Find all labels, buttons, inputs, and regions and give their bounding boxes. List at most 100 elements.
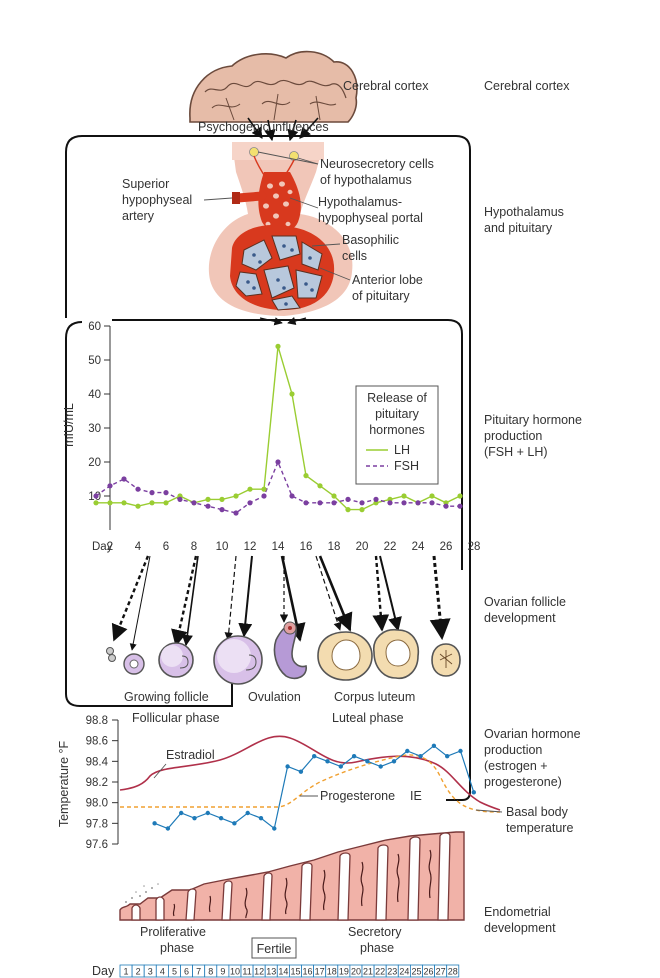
fsh-point [345, 496, 351, 502]
fsh-point [401, 500, 407, 506]
temperature-y-tick-label: 98.0 [86, 798, 108, 810]
hormone-y-tick-label: 40 [88, 389, 101, 401]
lh-point [247, 486, 253, 492]
bbt-point [152, 821, 157, 826]
day-cell-label: 8 [208, 967, 213, 977]
day-cell-label: 9 [220, 967, 225, 977]
fsh-point [387, 500, 393, 506]
follicular-phase-label: Follicular phase [132, 711, 220, 725]
fsh-point [457, 503, 463, 509]
hormone-legend-box [355, 385, 439, 485]
fsh-point [275, 459, 281, 465]
lh-point [401, 493, 407, 499]
lh-point [289, 391, 295, 397]
bbt-point [272, 826, 277, 831]
legend-fsh-label: FSH [394, 459, 419, 473]
temperature-y-tick-label: 97.8 [86, 818, 108, 830]
hormone-x-tick-label: 6 [163, 541, 169, 553]
hormone-x-prefix: Day [92, 541, 113, 553]
bbt-point [431, 743, 437, 749]
bbt-point [205, 810, 210, 816]
lh-point [149, 500, 155, 506]
cerebral-cortex-drawing [189, 50, 358, 123]
hormone-x-tick-label: 14 [272, 541, 285, 553]
pituitary-drawing [208, 142, 353, 326]
proliferative-label-1: Proliferative [140, 925, 206, 939]
day-cell-label: 17 [315, 967, 325, 977]
lh-point [345, 507, 351, 513]
legend-title-2: pituitary [375, 407, 420, 421]
follicle-arrows [111, 555, 451, 651]
hormone-x-tick-label: 20 [356, 541, 369, 553]
side-label-line: Cerebral cortex [484, 79, 570, 93]
progesterone-label: Progesterone [320, 789, 395, 803]
side-label-line: Endometrial [484, 905, 551, 919]
bbt-point [325, 759, 330, 764]
fsh-point [93, 493, 99, 499]
lh-point [163, 500, 169, 506]
ovulation-label: Ovulation [248, 690, 301, 704]
hormone-x-tick-label: 18 [328, 541, 341, 553]
lh-point [275, 343, 281, 349]
bbt-point [458, 748, 463, 754]
day-cell-label: 5 [172, 967, 177, 977]
hormone-y-tick-label: 60 [88, 321, 101, 333]
fsh-point [191, 500, 197, 506]
day-cell-label: 19 [339, 967, 349, 977]
fsh-point [149, 490, 155, 496]
bbt-point [218, 815, 224, 821]
bbt-point [232, 821, 237, 826]
fsh-point [443, 503, 449, 509]
basal-label-1: Basal body [506, 805, 569, 819]
basal-label-2: temperature [506, 821, 573, 835]
day-cell-label: 1 [124, 967, 129, 977]
fsh-point [107, 483, 113, 489]
day-cell-label: 16 [303, 967, 313, 977]
ovarian-follicles [106, 621, 461, 685]
fsh-point [163, 490, 169, 496]
bbt-point [258, 815, 264, 821]
day-cell-label: 27 [436, 967, 446, 977]
hormone-x-tick-label: 22 [384, 541, 397, 553]
estradiol-label: Estradiol [166, 748, 215, 762]
day-cell-label: 21 [363, 967, 373, 977]
corpus-luteum-label: Corpus luteum [334, 690, 415, 704]
hormone-x-tick-label: 12 [244, 541, 257, 553]
fsh-point [247, 500, 253, 506]
feedback-loop-right [82, 135, 471, 801]
fsh-point [317, 500, 323, 506]
day-cell-label: 7 [196, 967, 201, 977]
day-cell-label: 2 [136, 967, 141, 977]
legend-title-3: hormones [369, 423, 425, 437]
portal-label-2: hypophyseal portal [318, 211, 423, 225]
hormone-x-tick-label: 24 [412, 541, 425, 553]
superior-label-1: Superior [122, 177, 169, 191]
day-cell [446, 964, 460, 978]
side-label-line: production [484, 743, 542, 757]
day-cell-label: 3 [148, 967, 153, 977]
fsh-point [135, 486, 141, 492]
lh-point [233, 493, 239, 499]
superior-label-2: hypophyseal [122, 193, 192, 207]
side-label-line: (estrogen + [484, 759, 548, 773]
legend-lh-label: LH [394, 443, 410, 457]
side-label-line: and pituitary [484, 221, 553, 235]
fsh-point [219, 507, 225, 513]
day-cell-label: 23 [387, 967, 397, 977]
fsh-point [233, 510, 239, 516]
lh-point [135, 503, 141, 509]
psychogenic-label: Psychogenic influences [198, 120, 329, 134]
fsh-point [261, 493, 267, 499]
superior-label-3: artery [122, 209, 155, 223]
day-cell-label: 13 [266, 967, 276, 977]
bbt-point [405, 748, 410, 754]
fsh-point [289, 493, 295, 499]
day-cell-label: 26 [424, 967, 434, 977]
day-strip-label: Day [92, 964, 115, 978]
side-label-line: (FSH + LH) [484, 445, 548, 459]
pituitary-leader-lines [203, 151, 351, 281]
proliferative-label-2: phase [160, 941, 194, 955]
day-cell-label: 24 [399, 967, 409, 977]
